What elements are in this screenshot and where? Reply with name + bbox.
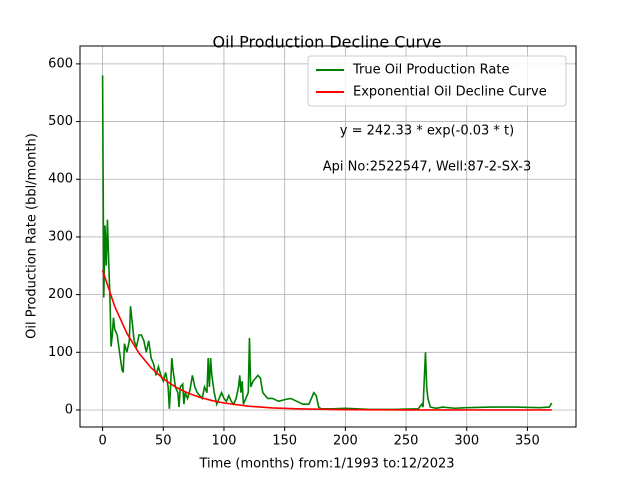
legend-box	[307, 55, 567, 107]
legend-label: Exponential Oil Decline Curve	[353, 85, 547, 100]
y-axis-label: Oil Production Rate (bbl/month)	[25, 133, 40, 339]
x-tick-label: 50	[155, 434, 172, 449]
data-line	[101, 269, 552, 411]
x-tick-label: 250	[394, 434, 419, 449]
annotation: Api No:2522547, Well:87-2-SX-3	[323, 160, 531, 175]
y-tick-label: 300	[48, 229, 73, 244]
x-tick-label: 350	[515, 434, 540, 449]
y-tick-label: 600	[48, 56, 73, 71]
y-tick-label: 200	[48, 287, 73, 302]
chart-title: Oil Production Decline Curve	[213, 33, 442, 52]
x-tick-label: 300	[454, 434, 479, 449]
y-tick-label: 500	[48, 114, 73, 129]
plot-frame	[79, 45, 577, 428]
x-tick-label: 100	[212, 434, 237, 449]
x-tick-label: 150	[272, 434, 297, 449]
x-axis-label: Time (months) from:1/1993 to:12/2023	[198, 457, 454, 472]
y-tick-label: 400	[48, 172, 73, 187]
y-tick-label: 0	[65, 402, 73, 417]
annotation: y = 242.33 * exp(-0.03 * t)	[340, 124, 514, 139]
x-tick-label: 200	[333, 434, 358, 449]
x-tick-label: 0	[98, 434, 106, 449]
legend-label: True Oil Production Rate	[352, 63, 509, 78]
y-tick-label: 100	[48, 345, 73, 360]
